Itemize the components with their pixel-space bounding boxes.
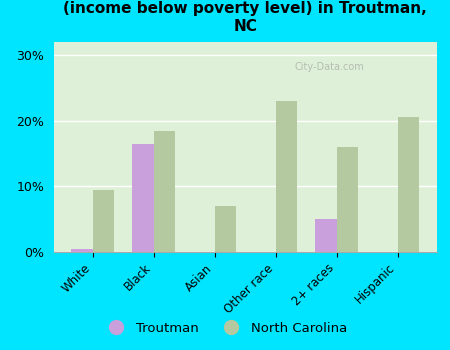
Bar [72, 249, 93, 252]
Bar [154, 131, 175, 252]
Bar [276, 101, 297, 252]
Bar [93, 190, 114, 252]
Bar [215, 206, 236, 252]
Title: Breakdown of poor residents within races
(income below poverty level) in Troutma: Breakdown of poor residents within races… [63, 0, 427, 34]
Bar [132, 144, 154, 252]
Bar [398, 118, 419, 252]
Bar [337, 147, 358, 252]
Text: City-Data.com: City-Data.com [294, 62, 364, 72]
Legend: Troutman, North Carolina: Troutman, North Carolina [97, 316, 353, 340]
Bar [315, 219, 337, 252]
